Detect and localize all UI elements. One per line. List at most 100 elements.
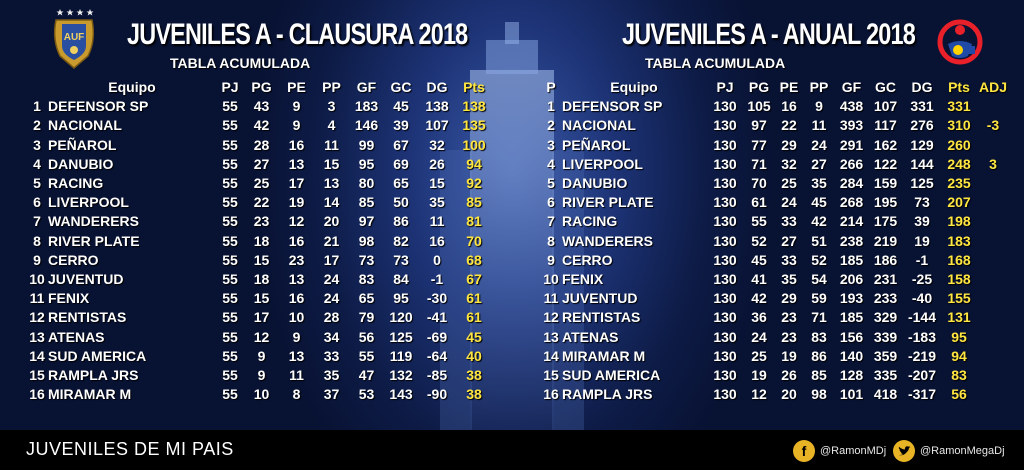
cell-dg: 125 xyxy=(910,175,934,192)
cell-pos: 15 xyxy=(29,367,45,384)
cell-pts: 94 xyxy=(951,347,967,364)
cell-gc: 67 xyxy=(393,136,409,153)
facebook-link[interactable]: f @RamonMDj xyxy=(793,440,886,462)
cell-adj xyxy=(976,328,1010,347)
cell-team: RENTISTAS xyxy=(562,309,641,326)
cell-pj: 130 xyxy=(713,213,737,230)
cell-dg: 16 xyxy=(429,232,445,249)
cell-pts: 81 xyxy=(466,213,482,230)
cell-adj xyxy=(976,97,1010,116)
cell-pj: 55 xyxy=(222,328,238,345)
cell-adj xyxy=(976,174,1010,193)
table-row: 5 DANUBIO 130 70 25 35 284 159 125 235 xyxy=(540,174,1010,193)
left-title: JUVENILES A - CLAUSURA 2018 xyxy=(127,18,468,51)
table-row: 3 PEÑAROL 55 28 16 11 99 67 32 100 xyxy=(26,136,492,155)
cell-pg: 36 xyxy=(751,309,767,326)
table-row: 10 JUVENTUD 55 18 13 24 83 84 -1 67 xyxy=(26,270,492,289)
cell-adj xyxy=(976,212,1010,231)
cell-team: RENTISTAS xyxy=(48,309,127,326)
table-row: 7 RACING 130 55 33 42 214 175 39 198 xyxy=(540,212,1010,231)
cell-dg: 331 xyxy=(910,98,934,115)
header-dg: DG xyxy=(426,79,448,95)
header-team: Equipo xyxy=(108,79,156,95)
table-row: 8 WANDERERS 130 52 27 51 238 219 19 183 xyxy=(540,232,1010,251)
cell-team: RAMPLA JRS xyxy=(562,386,653,403)
cell-dg: -1 xyxy=(915,251,929,268)
cell-pp: 35 xyxy=(811,175,827,192)
cell-adj xyxy=(976,251,1010,270)
cell-pts: 131 xyxy=(947,309,971,326)
cell-pts: 94 xyxy=(466,155,482,172)
cell-pe: 16 xyxy=(288,136,305,153)
cell-pos: 13 xyxy=(29,328,45,345)
cell-pj: 130 xyxy=(713,347,737,364)
cell-gc: 159 xyxy=(873,175,898,192)
footer-text: JUVENILES DE MI PAIS xyxy=(26,439,234,459)
cell-pp: 42 xyxy=(811,213,827,230)
table-row: 16 RAMPLA JRS 130 12 20 98 101 418 -317 56 xyxy=(540,385,1010,404)
cell-pj: 55 xyxy=(222,136,238,153)
cell-gf: 53 xyxy=(358,386,375,403)
cell-pts: 158 xyxy=(947,271,971,288)
cell-team: PEÑAROL xyxy=(48,136,117,153)
table-row: 16 MIRAMAR M 55 10 8 37 53 143 -90 38 xyxy=(26,385,492,404)
cell-pts: 183 xyxy=(947,232,971,249)
cell-dg: 73 xyxy=(914,194,930,211)
cell-adj: -3 xyxy=(986,117,1000,134)
cell-team: LIVERPOOL xyxy=(562,155,643,172)
table-row: 12 RENTISTAS 130 36 23 71 185 329 -144 131 xyxy=(540,308,1010,327)
cell-gc: 82 xyxy=(393,232,409,249)
cell-pos: 8 xyxy=(547,232,555,249)
cell-gc: 50 xyxy=(393,194,409,211)
cell-pos: 3 xyxy=(547,136,555,153)
cell-gc: 329 xyxy=(873,309,898,326)
cell-gc: 86 xyxy=(393,213,409,230)
header-pp: PP xyxy=(322,79,341,95)
cell-pts: 260 xyxy=(947,136,971,153)
cell-team: DANUBIO xyxy=(562,175,628,192)
cell-pts: 85 xyxy=(466,194,482,211)
cell-team: NACIONAL xyxy=(48,117,122,134)
cell-pos: 5 xyxy=(547,175,555,192)
cell-gf: 65 xyxy=(358,290,375,307)
cell-pos: 8 xyxy=(33,232,41,249)
cell-pg: 28 xyxy=(253,136,270,153)
twitter-link[interactable]: @RamonMegaDj xyxy=(893,440,1005,462)
cell-pts: 38 xyxy=(466,367,482,384)
header-pts: Pts xyxy=(463,79,485,95)
header-gc: GC xyxy=(390,79,412,95)
cell-pp: 17 xyxy=(323,251,340,268)
table-row: 2 NACIONAL 55 42 9 4 146 39 107 135 xyxy=(26,116,492,135)
cell-dg: 15 xyxy=(429,175,445,192)
cell-team: DEFENSOR SP xyxy=(48,98,149,115)
cell-pe: 35 xyxy=(781,271,797,288)
cell-pos: 4 xyxy=(547,155,555,172)
header-gf: GF xyxy=(841,79,862,95)
cell-team: ATENAS xyxy=(562,328,619,345)
background-stadium-right xyxy=(552,150,584,430)
cell-gc: 195 xyxy=(873,194,898,211)
cell-gc: 219 xyxy=(873,232,898,249)
cell-pos: 1 xyxy=(33,98,41,115)
cell-pos: 10 xyxy=(543,271,559,288)
cell-gc: 95 xyxy=(393,290,409,307)
cell-gc: 45 xyxy=(393,98,409,115)
cell-pp: 59 xyxy=(811,290,827,307)
cell-gf: 238 xyxy=(839,232,864,249)
cell-gf: 206 xyxy=(839,271,864,288)
cell-pp: 15 xyxy=(323,155,340,172)
cell-pg: 41 xyxy=(751,271,767,288)
cell-pts: 138 xyxy=(462,98,486,115)
cell-pp: 13 xyxy=(323,175,340,192)
cell-gc: 359 xyxy=(873,347,898,364)
cell-pg: 23 xyxy=(253,213,270,230)
cell-gf: 97 xyxy=(358,213,375,230)
cell-pj: 55 xyxy=(222,117,238,134)
cell-pj: 130 xyxy=(713,98,737,115)
cell-pos: 9 xyxy=(33,251,41,268)
cell-pp: 45 xyxy=(811,194,827,211)
cell-team: DEFENSOR SP xyxy=(562,98,663,115)
cell-pos: 12 xyxy=(29,309,45,326)
cell-pts: 168 xyxy=(947,251,971,268)
